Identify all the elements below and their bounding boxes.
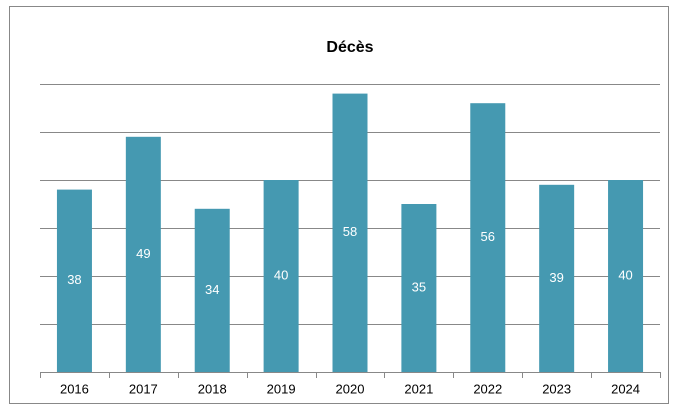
bar: [332, 93, 368, 372]
x-tick-label: 2019: [267, 381, 296, 396]
x-tick-label: 2017: [129, 381, 158, 396]
data-label: 58: [343, 224, 357, 239]
x-tick-label: 2023: [542, 381, 571, 396]
x-tick-label: 2022: [473, 381, 502, 396]
x-tick-label: 2024: [611, 381, 640, 396]
bar: [401, 204, 437, 372]
data-label: 38: [67, 272, 81, 287]
x-tick-label: 2021: [404, 381, 433, 396]
data-label: 40: [618, 267, 632, 282]
x-tick-label: 2020: [336, 381, 365, 396]
bar: [263, 180, 299, 372]
bar: [125, 136, 161, 372]
bar: [608, 180, 644, 372]
data-label: 39: [549, 270, 563, 285]
data-label: 49: [136, 246, 150, 261]
bar: [56, 189, 92, 372]
data-label: 34: [205, 282, 219, 297]
data-label: 40: [274, 267, 288, 282]
data-label: 35: [412, 279, 426, 294]
bar: [539, 184, 575, 372]
data-label: 56: [481, 229, 495, 244]
x-tick-label: 2018: [198, 381, 227, 396]
chart-title: Décès: [326, 39, 373, 56]
bar: [194, 208, 230, 372]
x-tick-label: 2016: [60, 381, 89, 396]
bar: [470, 103, 506, 372]
